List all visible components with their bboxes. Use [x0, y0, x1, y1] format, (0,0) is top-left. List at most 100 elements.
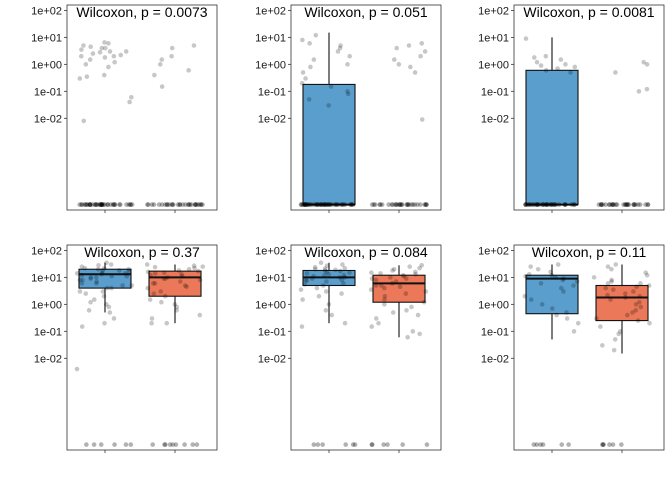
- zero-point: [607, 202, 612, 207]
- zero-point: [93, 202, 98, 207]
- data-point: [543, 53, 549, 59]
- data-point: [104, 285, 110, 291]
- data-point: [299, 80, 305, 86]
- data-point: [561, 289, 566, 294]
- y-tick-label: 1e+02: [478, 245, 509, 257]
- zero-point: [389, 202, 394, 207]
- zero-point: [424, 202, 429, 207]
- data-point: [302, 282, 308, 287]
- zero-point: [607, 442, 612, 447]
- data-point: [523, 36, 529, 41]
- data-point: [617, 329, 623, 334]
- data-point: [412, 269, 418, 275]
- data-point: [368, 287, 374, 292]
- data-point: [410, 329, 416, 334]
- zero-point: [350, 202, 356, 207]
- zero-point: [562, 202, 568, 207]
- y-tick-label: 1e+00: [478, 299, 509, 311]
- zero-point: [177, 202, 183, 207]
- data-point: [560, 277, 566, 283]
- zero-point: [369, 202, 375, 207]
- data-point: [417, 331, 422, 337]
- data-point: [406, 43, 412, 48]
- data-point: [91, 297, 97, 302]
- data-point: [324, 263, 330, 269]
- data-point: [369, 276, 375, 281]
- data-point: [77, 76, 83, 81]
- zero-point: [386, 202, 391, 207]
- zero-point: [90, 202, 96, 207]
- data-point: [554, 312, 559, 318]
- zero-point: [315, 202, 320, 207]
- zero-point: [301, 202, 307, 207]
- zero-point: [162, 202, 168, 207]
- zero-point: [537, 202, 542, 207]
- zero-point: [311, 202, 317, 207]
- data-point: [335, 49, 341, 54]
- zero-point: [307, 202, 313, 207]
- y-tick-label: 1e+02: [31, 245, 62, 257]
- zero-point: [601, 442, 606, 447]
- data-point: [421, 299, 427, 305]
- data-point: [126, 266, 131, 272]
- data-point: [101, 293, 107, 299]
- zero-point: [128, 202, 133, 207]
- data-point: [311, 57, 317, 62]
- data-point: [80, 277, 85, 283]
- zero-point: [194, 442, 200, 447]
- zero-point: [370, 442, 375, 447]
- zero-point: [87, 202, 93, 207]
- zero-point: [79, 202, 84, 207]
- zero-point: [538, 442, 543, 447]
- data-point: [124, 273, 130, 279]
- data-point: [304, 278, 310, 284]
- data-point: [341, 281, 346, 286]
- data-point: [326, 103, 331, 108]
- zero-point: [146, 202, 151, 207]
- data-point: [191, 43, 197, 48]
- data-point: [564, 310, 569, 315]
- data-point: [543, 68, 549, 73]
- group-2: [591, 262, 652, 447]
- zero-point: [643, 202, 648, 207]
- data-point: [389, 281, 395, 286]
- data-point: [99, 45, 105, 51]
- data-point: [572, 64, 578, 70]
- data-point: [151, 281, 156, 286]
- zero-point: [563, 202, 568, 207]
- data-point: [320, 283, 326, 288]
- zero-point: [305, 202, 311, 207]
- data-point: [608, 297, 613, 302]
- data-point: [644, 86, 650, 92]
- data-point: [417, 265, 422, 271]
- data-point: [159, 299, 164, 305]
- panel-frame: [513, 4, 665, 211]
- zero-point: [610, 202, 615, 207]
- zero-point: [418, 202, 423, 207]
- zero-point: [551, 202, 557, 207]
- data-point: [79, 272, 85, 278]
- y-tick-label: 1e-02: [34, 113, 62, 125]
- zero-point: [169, 202, 175, 207]
- data-point: [145, 285, 151, 291]
- data-point: [534, 59, 540, 65]
- zero-point: [397, 202, 403, 207]
- zero-point: [198, 202, 203, 207]
- y-tick-label: 1e+00: [255, 299, 286, 311]
- y-tick-label: 1e+02: [31, 5, 62, 17]
- zero-point: [572, 202, 577, 207]
- data-point: [308, 64, 313, 70]
- zero-point: [298, 202, 304, 207]
- data-point: [591, 275, 597, 280]
- y-tick-label: 1e+00: [31, 59, 62, 71]
- zero-point: [321, 202, 326, 207]
- data-point: [419, 41, 425, 46]
- y-tick-label: 1e+00: [478, 59, 509, 71]
- data-point: [609, 266, 614, 272]
- zero-point: [128, 202, 133, 207]
- zero-point: [541, 202, 546, 207]
- zero-point: [87, 202, 93, 207]
- y-tick-label: 1e+01: [255, 272, 286, 284]
- zero-point: [314, 202, 319, 207]
- data-point: [388, 275, 393, 280]
